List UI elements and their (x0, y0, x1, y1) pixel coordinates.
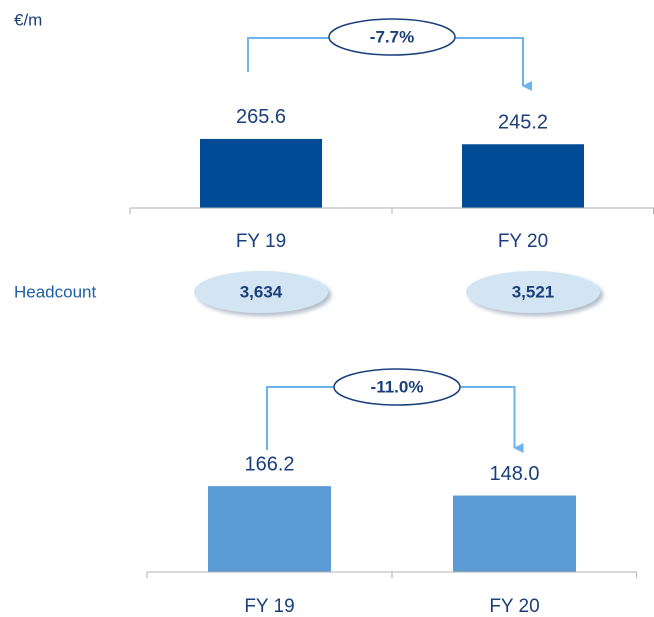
change-label: -7.7% (370, 27, 414, 46)
change-pill (333, 368, 461, 406)
change-pill (328, 18, 456, 56)
change-label: -11.0% (371, 377, 424, 396)
bar (453, 495, 576, 572)
value-label: 148.0 (489, 463, 539, 485)
x-tick-label: FY 20 (498, 231, 548, 252)
bar (200, 138, 322, 208)
headcount-pill (466, 271, 600, 313)
bar (462, 144, 584, 208)
value-label: 245.2 (498, 112, 548, 134)
x-tick-label: FY 19 (244, 596, 294, 617)
headcount-value: 3,634 (240, 282, 283, 301)
x-tick-label: FY 20 (489, 596, 539, 617)
value-label: 166.2 (244, 453, 294, 475)
headcount-pill (194, 271, 328, 313)
headcount-value: 3,521 (512, 282, 555, 301)
value-label: 265.6 (236, 106, 286, 128)
x-tick-label: FY 19 (236, 231, 286, 252)
unit-label: €/m (14, 10, 42, 29)
bar (208, 486, 331, 572)
headcount-label: Headcount (14, 282, 97, 301)
